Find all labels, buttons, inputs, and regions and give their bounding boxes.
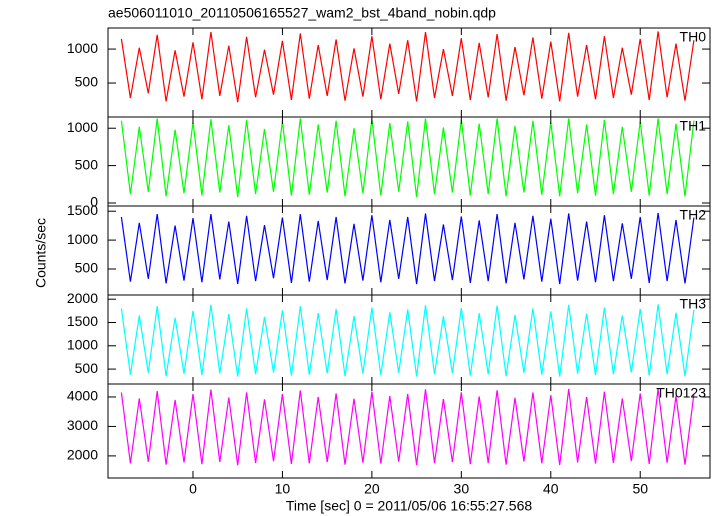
data-line [120, 212, 695, 285]
y-tick-label: 500 [75, 260, 99, 276]
panel-frame [107, 383, 711, 479]
y-tick-label: 2000 [67, 447, 98, 463]
y-tick-label: 0 [90, 194, 98, 210]
chart-title: ae506011010_20110506165527_wam2_bst_4ban… [108, 5, 496, 21]
x-axis-label: Time [sec] 0 = 2011/05/06 16:55:27.568 [286, 498, 533, 514]
y-tick-label: 1500 [67, 313, 98, 329]
y-axis-label: Counts/sec [33, 218, 49, 288]
data-line [120, 31, 695, 103]
data-line [120, 118, 695, 198]
y-tick-label: 4000 [67, 388, 98, 404]
y-tick-label: 1000 [67, 40, 98, 56]
x-tick-label: 30 [454, 481, 470, 497]
x-tick-label: 0 [189, 481, 197, 497]
data-line [120, 388, 695, 466]
y-tick-label: 1500 [67, 202, 98, 218]
y-tick-label: 500 [75, 74, 99, 90]
panel-label: TH0123 [656, 385, 706, 401]
x-tick-label: 10 [275, 481, 291, 497]
x-tick-label: 20 [364, 481, 380, 497]
data-line [120, 304, 695, 377]
panel-label: TH1 [680, 118, 707, 134]
y-tick-label: 1000 [67, 336, 98, 352]
y-tick-label: 500 [75, 156, 99, 172]
x-tick-label: 50 [632, 481, 648, 497]
y-tick-label: 3000 [67, 417, 98, 433]
panel-label: TH0 [680, 29, 707, 45]
y-tick-label: 2000 [67, 290, 98, 306]
panel-label: TH2 [680, 207, 707, 223]
y-tick-label: 500 [75, 360, 99, 376]
panel-frame [107, 205, 711, 296]
x-tick-label: 40 [543, 481, 559, 497]
y-tick-label: 1000 [67, 119, 98, 135]
panel-frame [107, 294, 711, 385]
y-tick-label: 1000 [67, 231, 98, 247]
panel-label: TH3 [680, 296, 707, 312]
